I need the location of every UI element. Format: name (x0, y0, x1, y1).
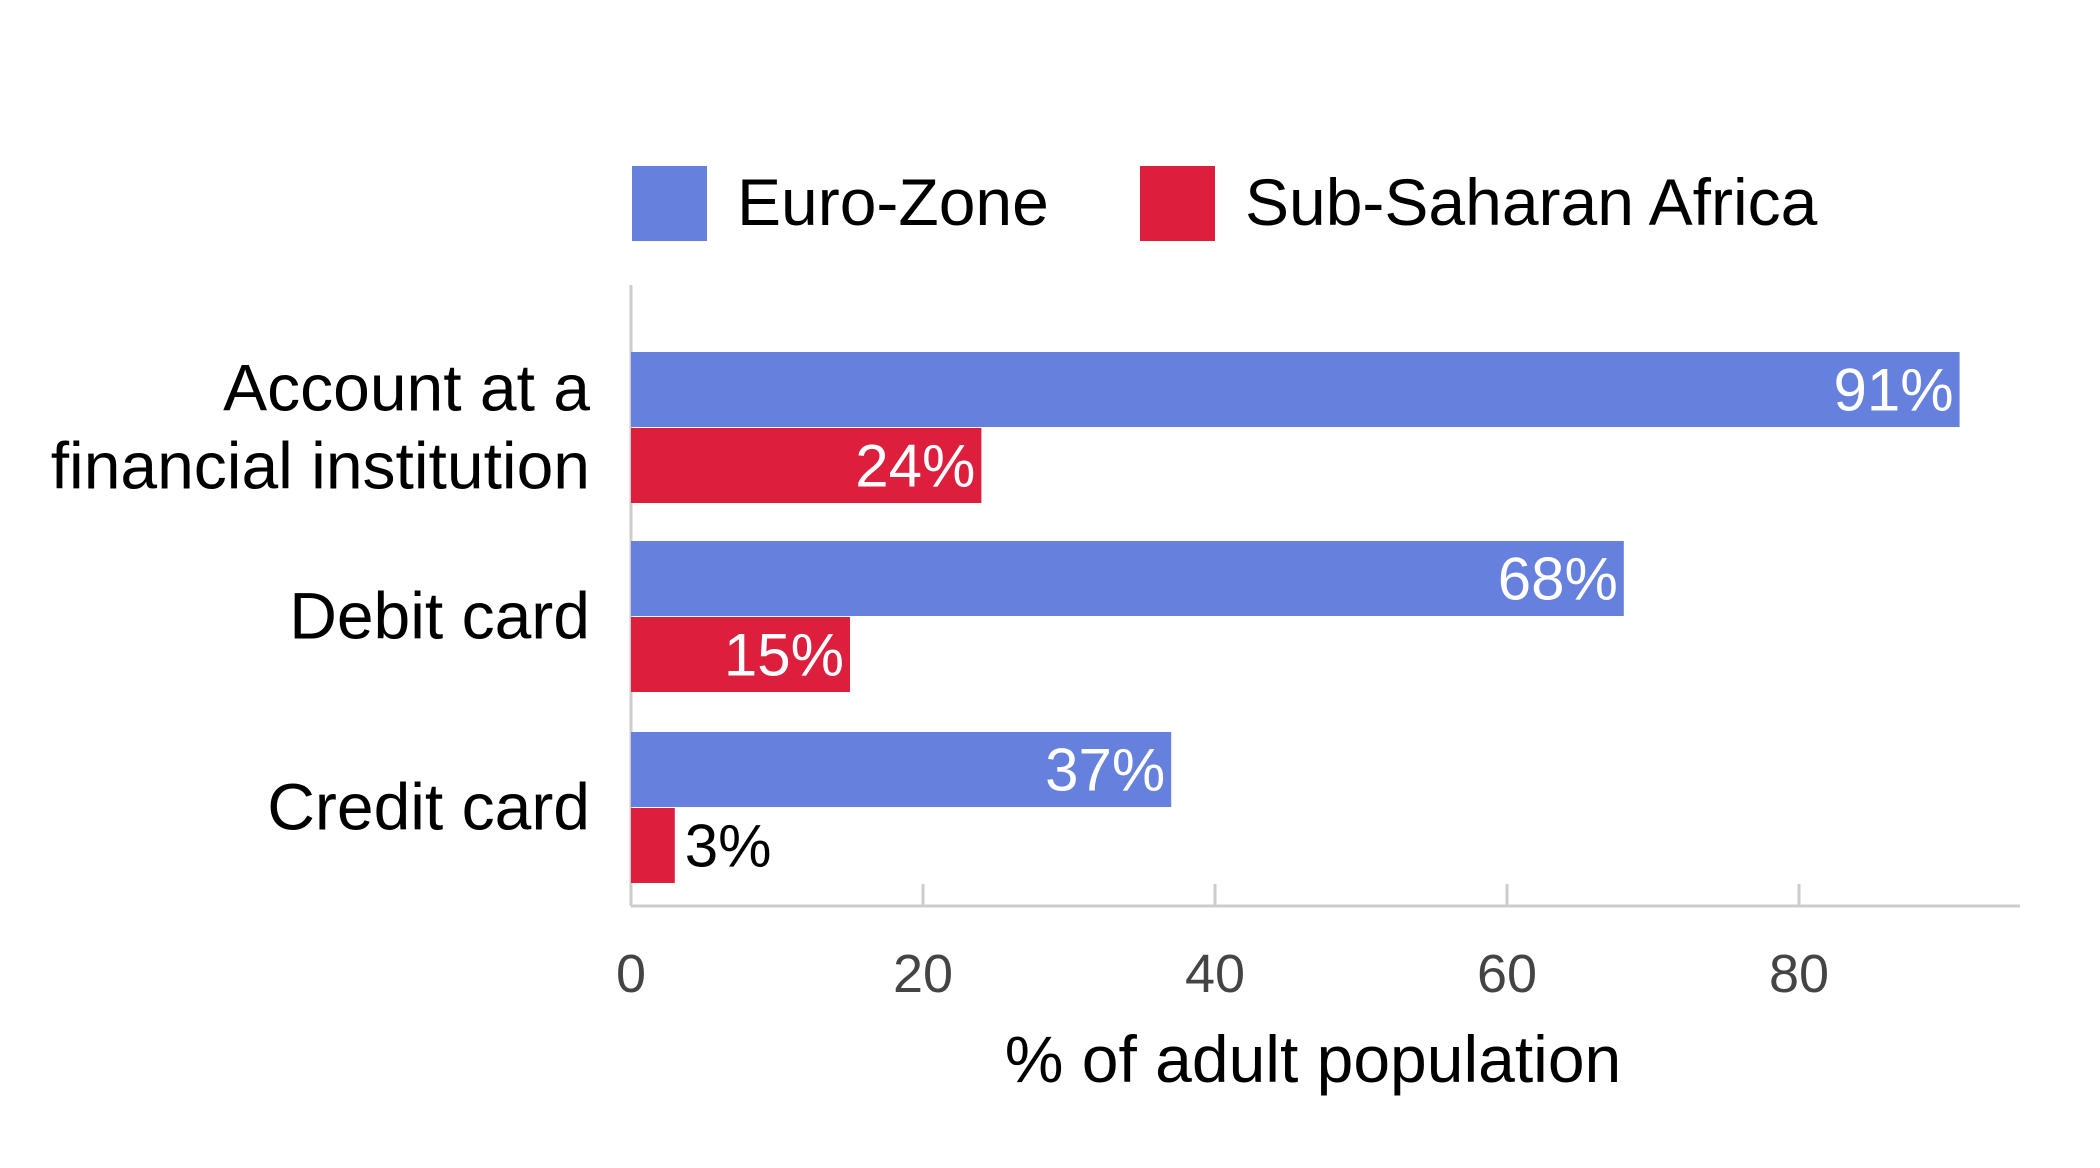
category-label: Debit card (289, 579, 590, 653)
bars: 91% 68% 37% 24% 15% 3% (631, 352, 1960, 883)
legend-swatch (1140, 166, 1215, 241)
data-label: 24% (855, 433, 975, 500)
category-label: financial institution (51, 429, 590, 503)
bar (631, 428, 982, 503)
x-tick-label: 20 (893, 944, 953, 1004)
data-label: 91% (1834, 357, 1954, 424)
legend-label: Euro-Zone (737, 165, 1049, 239)
bar (631, 352, 1960, 427)
x-tick-label: 60 (1477, 944, 1537, 1004)
legend: Euro-Zone Sub-Saharan Africa (632, 165, 1818, 241)
x-axis-label: % of adult population (1005, 1022, 1621, 1096)
legend-swatch (632, 166, 707, 241)
bar (631, 732, 1172, 807)
bar (631, 617, 850, 692)
x-tick-label: 80 (1769, 944, 1829, 1004)
category-label: Account at a (223, 351, 590, 425)
x-tick-label: 40 (1185, 944, 1245, 1004)
axes: 0 20 40 60 80 (616, 285, 2020, 1004)
legend-label: Sub-Saharan Africa (1245, 165, 1818, 239)
data-label: 37% (1045, 737, 1165, 804)
bar (631, 808, 675, 883)
category-label: Credit card (267, 770, 590, 844)
data-label: 15% (724, 622, 844, 689)
data-label: 68% (1498, 546, 1618, 613)
data-label: 3% (685, 813, 772, 880)
bar (631, 541, 1624, 616)
x-tick-label: 0 (616, 944, 646, 1004)
